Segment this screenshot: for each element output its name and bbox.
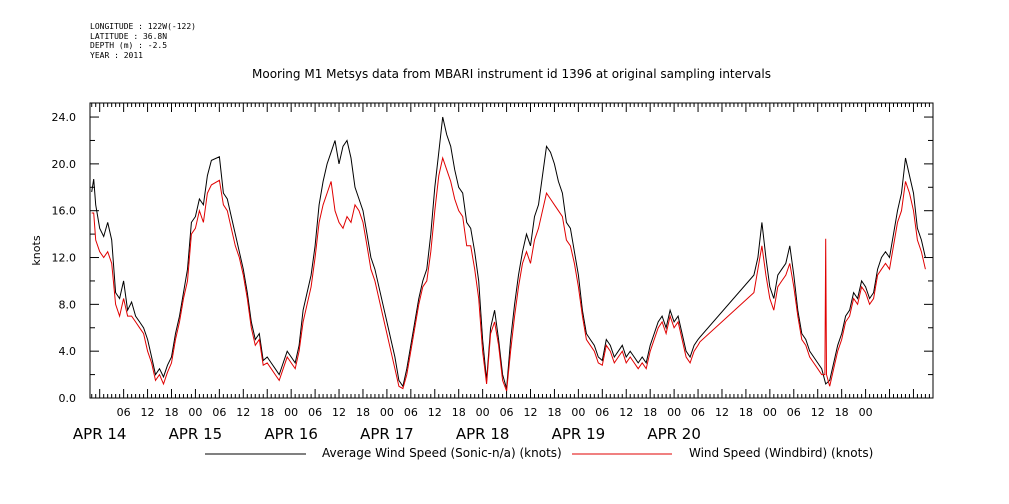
x-tick-label: 18	[260, 406, 274, 419]
x-tick-label: 06	[787, 406, 801, 419]
x-tick-label: 12	[141, 406, 155, 419]
x-tick-label: 18	[164, 406, 178, 419]
longitude-text: LONGITUDE : 122W(-122)	[90, 22, 196, 31]
x-day-label: APR 17	[360, 425, 414, 443]
x-tick-label: 18	[547, 406, 561, 419]
x-tick-label: 00	[284, 406, 298, 419]
x-tick-label: 18	[356, 406, 370, 419]
y-tick-label: 20.0	[52, 158, 77, 171]
x-tick-label: 12	[332, 406, 346, 419]
x-tick-label: 00	[859, 406, 873, 419]
x-tick-label: 00	[476, 406, 490, 419]
y-tick-label: 16.0	[52, 205, 77, 218]
plot-frame	[89, 102, 934, 399]
x-day-label: APR 16	[264, 425, 318, 443]
x-tick-label: 00	[763, 406, 777, 419]
x-tick-label: 12	[619, 406, 633, 419]
x-day-label: APR 20	[647, 425, 701, 443]
depth-text: DEPTH (m) : -2.5	[90, 41, 168, 50]
y-tick-label: 0.0	[59, 392, 77, 405]
latitude-text: LATITUDE : 36.8N	[90, 31, 168, 41]
x-tick-label: 18	[835, 406, 849, 419]
x-tick-label: 00	[380, 406, 394, 419]
x-tick-label: 06	[212, 406, 226, 419]
x-tick-label: 06	[404, 406, 418, 419]
x-tick-label: 12	[715, 406, 729, 419]
x-tick-label: 12	[524, 406, 538, 419]
x-tick-label: 06	[308, 406, 322, 419]
x-day-label: APR 19	[552, 425, 606, 443]
legend-label-series-2: Wind Speed (Windbird) (knots)	[689, 446, 874, 460]
x-tick-label: 12	[428, 406, 442, 419]
x-tick-label: 18	[452, 406, 466, 419]
x-tick-label: 06	[691, 406, 705, 419]
metadata-block: LONGITUDE : 122W(-122) LATITUDE : 36.8N …	[90, 22, 196, 60]
x-tick-label: 00	[667, 406, 681, 419]
x-tick-label: 06	[117, 406, 131, 419]
series-line-2	[91, 156, 926, 392]
x-day-label: APR 14	[73, 425, 127, 443]
x-day-label: APR 18	[456, 425, 510, 443]
x-tick-label: 06	[595, 406, 609, 419]
chart-title: Mooring M1 Metsys data from MBARI instru…	[252, 67, 771, 81]
series-line-1	[91, 116, 926, 389]
y-tick-label: 8.0	[59, 298, 77, 311]
x-tick-label: 18	[643, 406, 657, 419]
x-day-label: APR 15	[169, 425, 223, 443]
x-tick-label: 12	[811, 406, 825, 419]
legend-label-series-1: Average Wind Speed (Sonic-n/a) (knots)	[322, 446, 562, 460]
y-tick-label: 4.0	[59, 345, 77, 358]
x-tick-label: 18	[739, 406, 753, 419]
y-axis-label: knots	[30, 235, 43, 265]
x-tick-label: 12	[236, 406, 250, 419]
y-tick-label: 12.0	[52, 252, 77, 265]
x-tick-label: 00	[571, 406, 585, 419]
year-text: YEAR : 2011	[90, 50, 143, 60]
x-tick-label: 06	[500, 406, 514, 419]
y-tick-label: 24.0	[52, 111, 77, 124]
x-tick-label: 00	[188, 406, 202, 419]
